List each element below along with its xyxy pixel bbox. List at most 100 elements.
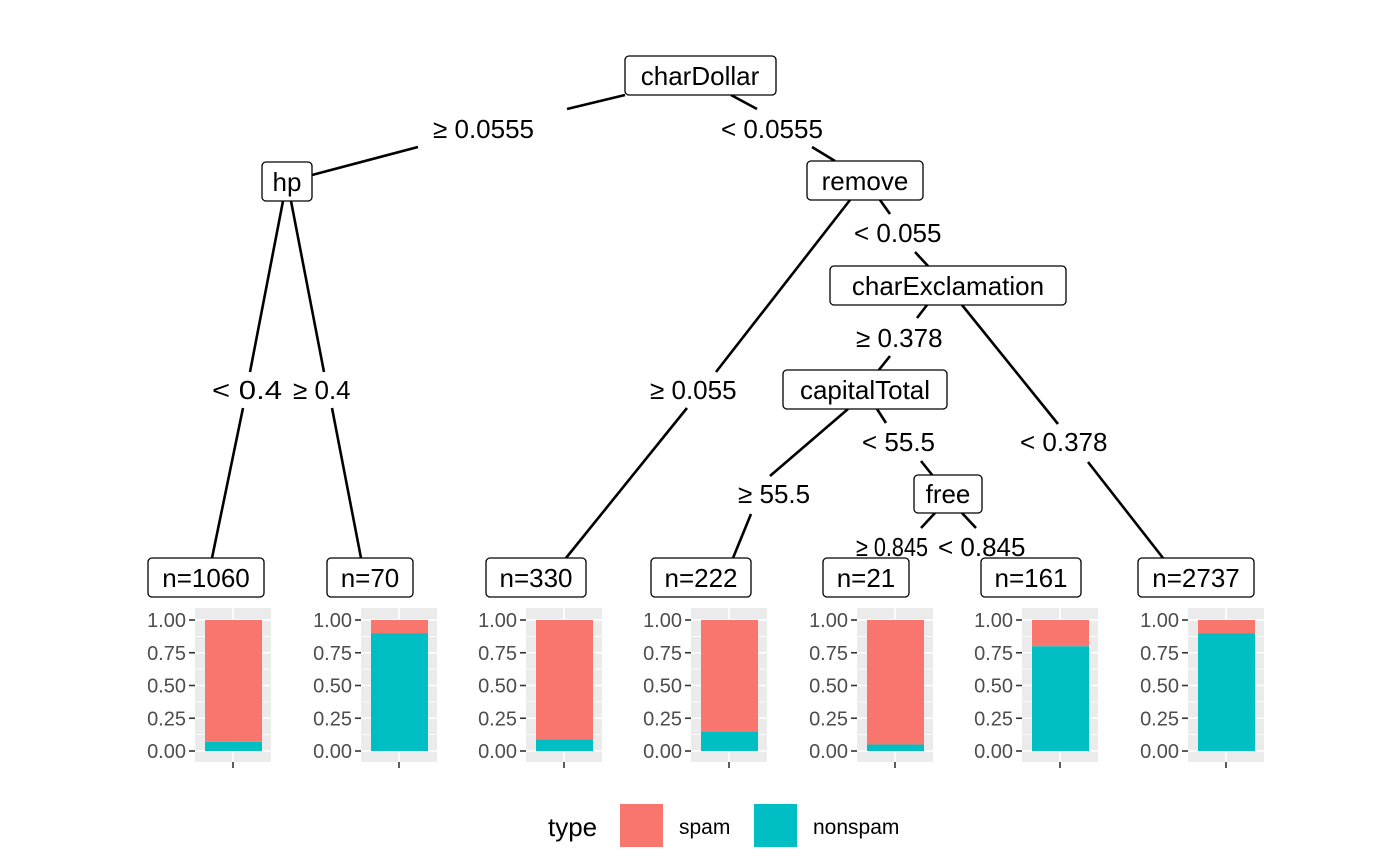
leaf-1-label: n=1060 xyxy=(162,563,249,593)
node-capitaltotal-label: capitalTotal xyxy=(800,375,930,405)
legend-title: type xyxy=(548,812,597,842)
leaf-labels: n=1060 n=70 n=330 n=222 n=21 n=161 n=273… xyxy=(147,557,1255,598)
edge-hp-leaf1-lower xyxy=(210,407,245,559)
y-tick-label: 0.25 xyxy=(809,708,848,730)
leaf-7-panel: 0.00 0.25 0.50 0.75 1.00 xyxy=(1140,608,1264,768)
edge-root-remove-upper xyxy=(730,93,758,111)
y-tick-label: 1.00 xyxy=(643,610,682,632)
y-tick-label: 0.00 xyxy=(478,741,517,763)
y-tick-label: 1.00 xyxy=(313,610,352,632)
edge-free-leaf6 xyxy=(961,512,977,529)
edge-label-cap-right: < 55.5 xyxy=(862,427,935,457)
y-tick-label: 0.50 xyxy=(1140,676,1179,698)
y-tick-label: 0.75 xyxy=(974,643,1013,665)
edge-cap-free-lower xyxy=(919,460,935,477)
y-tick-label: 0.00 xyxy=(974,741,1013,763)
edge-hp-leaf2-upper xyxy=(289,200,326,373)
leaf-5-panel: 0.00 0.25 0.50 0.75 1.00 xyxy=(809,608,933,768)
legend: type spam nonspam xyxy=(548,804,899,847)
y-tick-label: 0.00 xyxy=(1140,741,1179,763)
y-tick-label: 0.25 xyxy=(643,708,682,730)
y-tick-label: 0.25 xyxy=(478,708,517,730)
y-tick-label: 0.00 xyxy=(643,741,682,763)
edge-excl-cap-lower xyxy=(876,355,892,372)
leaf-4-label-box: n=222 xyxy=(650,557,752,598)
bar-nonspam xyxy=(371,633,428,751)
leaf-4-panel: 0.00 0.25 0.50 0.75 1.00 xyxy=(643,608,767,768)
bar-spam xyxy=(1032,620,1089,647)
edge-label-root-right: < 0.0555 xyxy=(721,114,823,144)
y-tick-label: 0.25 xyxy=(313,708,352,730)
leaf-2-panel: 0.00 0.25 0.50 0.75 1.00 xyxy=(313,608,437,768)
legend-label-spam: spam xyxy=(679,816,730,839)
y-tick-label: 1.00 xyxy=(478,610,517,632)
leaf-bar-panels: 0.00 0.25 0.50 0.75 1.00 0.00 0.25 0.50 0.75 1.00… xyxy=(147,608,1264,768)
y-tick-label: 0.75 xyxy=(1140,643,1179,665)
y-tick-label: 0.75 xyxy=(809,643,848,665)
leaf-1-label-box: n=1060 xyxy=(147,557,265,598)
edge-label-remove-left: ≥ 0.055 xyxy=(650,375,737,405)
leaf-7-label-box: n=2737 xyxy=(1137,557,1255,598)
leaf-2-label: n=70 xyxy=(341,563,400,593)
edge-label-hp-left: < 0.4 xyxy=(212,375,282,405)
bar-spam xyxy=(867,620,924,745)
bar-nonspam xyxy=(867,744,924,751)
y-tick-label: 1.00 xyxy=(809,610,848,632)
node-chardollar-label: charDollar xyxy=(641,61,760,91)
y-tick-label: 0.25 xyxy=(147,708,186,730)
edge-excl-leaf7-upper xyxy=(960,304,1060,425)
y-tick-label: 0.25 xyxy=(1140,708,1179,730)
y-tick-label: 0.50 xyxy=(974,676,1013,698)
edge-cap-free-upper xyxy=(875,408,888,424)
y-tick-label: 0.00 xyxy=(147,741,186,763)
legend-key-spam xyxy=(620,804,663,847)
leaf-4-label: n=222 xyxy=(664,563,737,593)
edge-labels: ≥ 0.0555 < 0.0555 < 0.4 ≥ 0.4 ≥ 0.055 < … xyxy=(212,114,1107,562)
legend-label-nonspam: nonspam xyxy=(813,816,899,839)
leaf-5-label-box: n=21 xyxy=(822,557,910,598)
node-hp: hp xyxy=(261,161,313,202)
y-tick-label: 0.75 xyxy=(478,643,517,665)
edge-remove-excl-upper xyxy=(878,199,892,215)
y-tick-label: 1.00 xyxy=(1140,610,1179,632)
edge-label-excl-right: < 0.378 xyxy=(1020,427,1107,457)
y-tick-label: 0.00 xyxy=(809,741,848,763)
edge-label-remove-right: < 0.055 xyxy=(854,218,941,248)
leaf-6-label-box: n=161 xyxy=(980,557,1082,598)
node-capitaltotal: capitalTotal xyxy=(782,369,948,410)
bar-spam xyxy=(371,620,428,634)
edge-label-free-right: < 0.845 xyxy=(938,532,1025,562)
y-tick-label: 0.75 xyxy=(643,643,682,665)
edge-hp-leaf2-lower xyxy=(330,407,363,559)
edge-hp-leaf1-upper xyxy=(248,200,285,373)
y-tick-label: 1.00 xyxy=(147,610,186,632)
edge-root-hp-upper xyxy=(566,93,626,111)
bar-nonspam xyxy=(205,741,262,751)
edge-excl-leaf7-lower xyxy=(1086,461,1165,559)
node-free-label: free xyxy=(926,479,971,509)
y-tick-label: 0.00 xyxy=(313,741,352,763)
leaf-2-label-box: n=70 xyxy=(326,557,414,598)
y-tick-label: 0.75 xyxy=(147,643,186,665)
bar-nonspam xyxy=(536,739,593,751)
y-tick-label: 0.50 xyxy=(478,676,517,698)
edge-root-remove-lower xyxy=(811,145,836,163)
bar-nonspam xyxy=(1032,646,1089,751)
leaf-1-panel: 0.00 0.25 0.50 0.75 1.00 xyxy=(147,608,271,768)
y-tick-label: 0.50 xyxy=(313,676,352,698)
edge-remove-excl-lower xyxy=(914,251,929,267)
leaf-3-label: n=330 xyxy=(499,563,572,593)
y-tick-label: 0.50 xyxy=(643,676,682,698)
bar-spam xyxy=(701,620,758,732)
edge-free-leaf5 xyxy=(920,512,936,529)
internal-nodes: charDollar hp remove charExclamation cap… xyxy=(261,55,1067,514)
y-tick-label: 0.50 xyxy=(147,676,186,698)
tree-edges xyxy=(210,93,1165,559)
edge-root-hp-lower xyxy=(311,145,419,177)
bar-nonspam xyxy=(1198,633,1255,751)
edge-label-hp-right: ≥ 0.4 xyxy=(293,375,351,405)
node-charexclamation: charExclamation xyxy=(829,265,1067,306)
leaf-6-panel: 0.00 0.25 0.50 0.75 1.00 xyxy=(974,608,1098,768)
edge-cap-leaf4-lower xyxy=(731,513,753,559)
